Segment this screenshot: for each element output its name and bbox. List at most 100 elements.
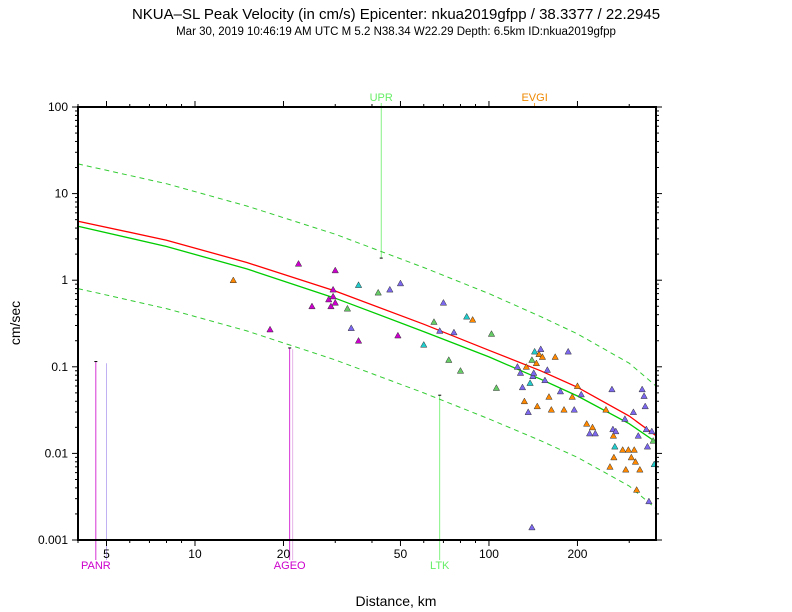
data-point <box>327 302 335 310</box>
data-point <box>516 369 525 376</box>
data-point <box>636 465 644 473</box>
station-label: LTK <box>430 560 450 572</box>
data-point <box>610 453 618 461</box>
curve-median <box>77 225 657 443</box>
data-point <box>430 318 438 325</box>
data-point <box>386 285 394 293</box>
data-point <box>329 292 337 300</box>
data-point <box>551 353 559 360</box>
data-point <box>294 260 303 267</box>
y-tick-label: 100 <box>48 100 68 114</box>
data-point <box>329 285 337 293</box>
data-point <box>573 382 582 389</box>
data-point <box>612 427 620 435</box>
data-point <box>611 442 619 450</box>
data-point <box>640 392 648 399</box>
data-point <box>533 402 541 410</box>
data-point <box>450 328 458 336</box>
x-tick-label: 100 <box>479 547 499 561</box>
data-point <box>634 432 642 439</box>
data-point <box>583 420 591 427</box>
y-tick-label: 0.01 <box>45 446 69 460</box>
data-point <box>538 353 547 360</box>
curve-upper <box>77 163 657 387</box>
station-labels: UPR EVGI PANR AGEO LTK <box>81 92 548 572</box>
data-point <box>622 465 630 473</box>
plot-frame <box>77 106 657 541</box>
data-point <box>643 442 652 450</box>
x-axis-label: Distance, km <box>356 593 437 609</box>
data-point <box>545 393 553 400</box>
data-point <box>649 437 657 444</box>
data-point <box>420 340 428 348</box>
data-point <box>570 405 578 413</box>
data-point <box>535 350 543 357</box>
chart-title: NKUA–SL Peak Velocity (in cm/s) Epicente… <box>131 6 661 23</box>
data-point <box>487 330 496 337</box>
data-point <box>522 363 530 370</box>
data-point <box>445 356 453 363</box>
station-label: UPR <box>370 92 393 104</box>
data-point <box>532 359 541 367</box>
data-point <box>645 497 653 505</box>
data-point <box>619 446 627 453</box>
data-point <box>343 304 352 312</box>
data-point <box>524 408 532 415</box>
data-point <box>630 446 638 453</box>
data-point <box>396 279 405 287</box>
chart-subtitle: Mar 30, 2019 10:46:19 AM UTC M 5.2 N38.3… <box>176 26 616 38</box>
data-point <box>439 298 448 306</box>
data-point <box>530 369 538 376</box>
data-point <box>456 367 465 374</box>
data-point <box>526 379 534 386</box>
data-point <box>529 372 537 379</box>
data-point <box>518 383 527 391</box>
data-point <box>528 356 536 363</box>
data-point <box>528 523 536 531</box>
data-point <box>347 324 355 331</box>
data-point <box>560 405 568 413</box>
data-point <box>624 446 632 453</box>
data-point <box>591 429 599 437</box>
data-point <box>638 385 646 393</box>
data-point <box>648 427 656 435</box>
x-tick-label: 10 <box>188 547 202 561</box>
data-point <box>520 397 529 405</box>
y-tick-label: 0.1 <box>51 360 68 374</box>
data-point <box>331 266 339 274</box>
data-point <box>633 486 641 493</box>
curve-lower <box>77 288 657 510</box>
data-point <box>469 315 477 323</box>
station-label: PANR <box>81 560 111 572</box>
x-tick-label: 5 <box>103 547 110 561</box>
data-point <box>354 337 363 344</box>
x-tick-label: 20 <box>277 547 291 561</box>
data-point <box>492 384 501 391</box>
data-point <box>608 385 616 393</box>
data-point <box>577 390 585 398</box>
curves <box>77 163 657 510</box>
station-label: AGEO <box>274 560 306 572</box>
data-point <box>642 425 650 433</box>
data-point <box>609 432 618 439</box>
data-point <box>588 423 597 431</box>
station-label: EVGI <box>521 92 547 104</box>
data-point <box>308 302 316 310</box>
axis-ticks: 0.001 0.01 0.1 1 10 100 5 10 20 50 100 200 <box>38 100 662 561</box>
data-point <box>641 402 649 410</box>
data-point <box>547 405 555 413</box>
data-point <box>564 347 572 355</box>
data-point <box>354 281 363 288</box>
data-point <box>436 327 444 334</box>
data-point <box>627 453 635 461</box>
data-point <box>394 331 402 339</box>
data-point <box>331 298 339 306</box>
y-axis-label: cm/sec <box>7 301 23 345</box>
x-tick-label: 50 <box>394 547 408 561</box>
curve-reference <box>77 220 657 437</box>
data-point <box>513 363 522 370</box>
data-point <box>543 366 551 373</box>
y-tick-label: 10 <box>55 187 69 201</box>
data-points <box>229 260 658 531</box>
